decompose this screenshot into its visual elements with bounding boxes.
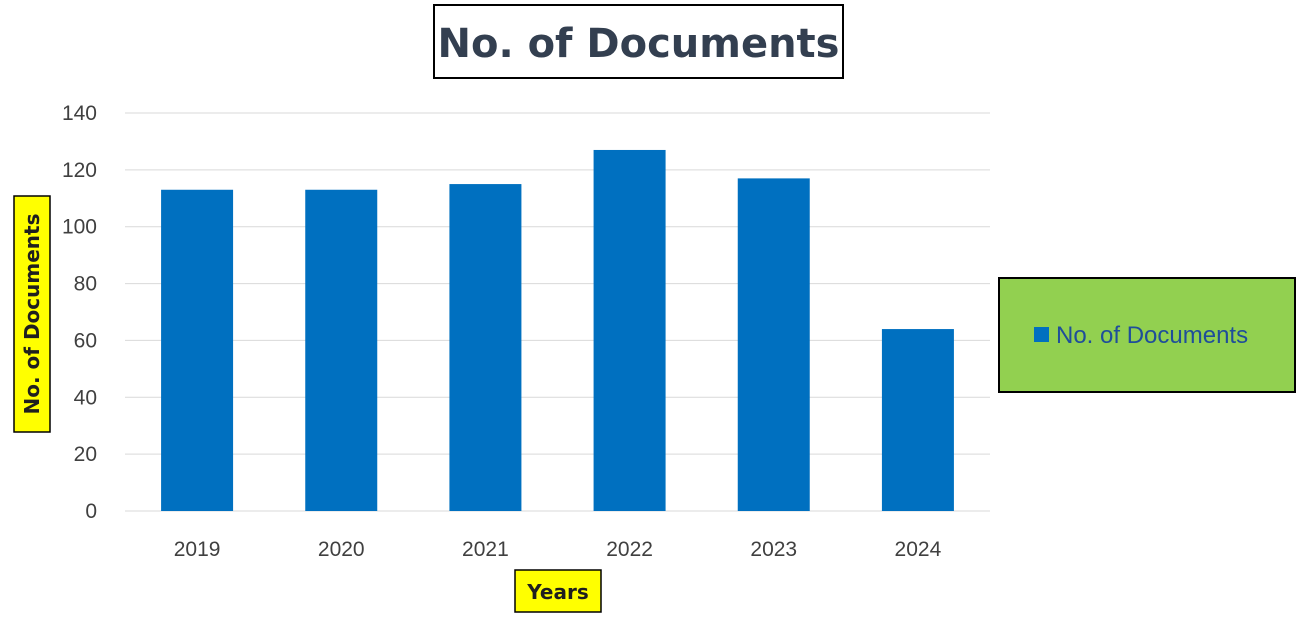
bar-2024 bbox=[881, 329, 954, 511]
y-tick-label: 120 bbox=[62, 159, 97, 182]
y-axis-title-group: No. of Documents bbox=[13, 195, 51, 433]
x-axis-ticks: 2019 2020 2021 2022 2023 2024 bbox=[174, 538, 942, 561]
y-tick-label: 80 bbox=[74, 273, 97, 296]
x-axis-title-box bbox=[514, 569, 602, 613]
legend-swatch bbox=[1034, 327, 1049, 342]
y-axis-title: No. of Documents bbox=[20, 214, 44, 415]
chart-title: No. of Documents bbox=[438, 21, 840, 67]
legend-label: No. of Documents bbox=[1056, 322, 1248, 349]
x-tick-label: 2023 bbox=[750, 538, 797, 561]
bar-2021 bbox=[449, 184, 522, 512]
bar-2023 bbox=[737, 178, 810, 511]
x-tick-label: 2020 bbox=[318, 538, 365, 561]
y-axis-title-box bbox=[13, 195, 51, 433]
bar-2020 bbox=[305, 189, 378, 511]
y-tick-label: 140 bbox=[62, 102, 97, 125]
chart-title-box bbox=[433, 4, 844, 79]
y-tick-label: 20 bbox=[74, 443, 97, 466]
x-tick-label: 2022 bbox=[606, 538, 653, 561]
gridlines bbox=[125, 112, 990, 512]
x-axis-title: Years bbox=[526, 580, 588, 604]
y-tick-label: 40 bbox=[74, 386, 97, 409]
bars bbox=[161, 149, 954, 512]
x-tick-label: 2021 bbox=[462, 538, 509, 561]
bar-2019 bbox=[161, 189, 234, 511]
x-tick-label: 2019 bbox=[174, 538, 221, 561]
y-tick-label: 60 bbox=[74, 329, 97, 352]
y-tick-label: 100 bbox=[62, 216, 97, 239]
y-axis-ticks: 0 20 40 60 80 100 120 140 bbox=[62, 102, 97, 523]
x-tick-label: 2024 bbox=[895, 538, 942, 561]
bar-2022 bbox=[593, 149, 666, 511]
y-tick-label: 0 bbox=[85, 500, 97, 523]
